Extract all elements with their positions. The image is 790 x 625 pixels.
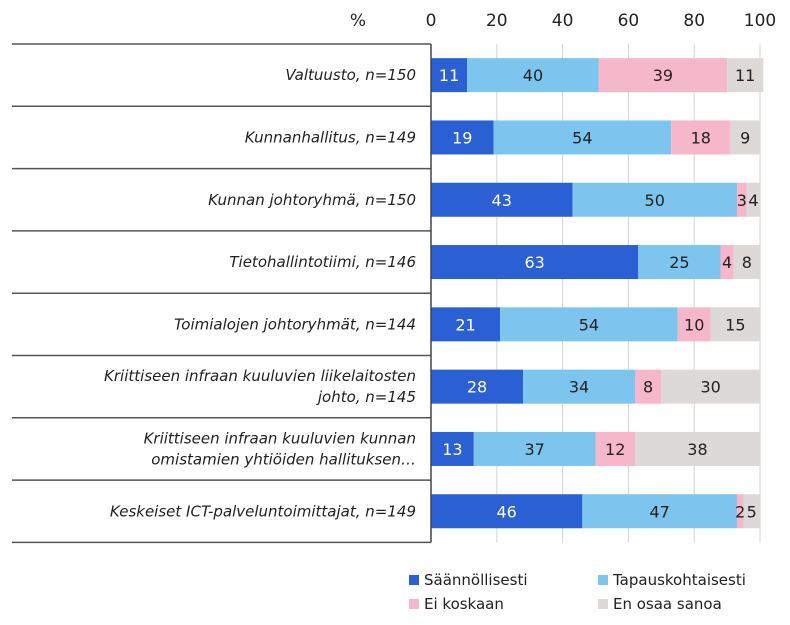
data-label: 11 xyxy=(735,66,755,85)
data-label: 54 xyxy=(572,128,592,147)
bar-segment xyxy=(595,431,635,466)
data-label: 43 xyxy=(492,191,512,210)
data-label: 10 xyxy=(684,315,704,334)
legend-swatch xyxy=(598,575,608,585)
data-label: 25 xyxy=(669,253,689,272)
bar-segment xyxy=(736,494,744,529)
x-tick-label: 60 xyxy=(618,11,640,31)
legend-swatch xyxy=(409,575,419,585)
category-label: Keskeiset ICT-palveluntoimittajat, n=149 xyxy=(110,502,416,520)
legend-label: Säännöllisesti xyxy=(424,571,528,589)
bar-segment xyxy=(727,58,764,93)
data-label: 63 xyxy=(524,253,544,272)
x-tick-label: 80 xyxy=(683,11,705,31)
bar-segment xyxy=(523,369,635,404)
data-label: 12 xyxy=(605,440,625,459)
bar-segment xyxy=(743,494,760,529)
category-label: Kunnan johtoryhmä, n=150 xyxy=(208,191,416,209)
data-label: 8 xyxy=(643,378,653,397)
bar-segment xyxy=(671,120,731,155)
x-tick-label: 20 xyxy=(486,11,508,31)
bar-segment xyxy=(431,369,524,404)
bar-segment xyxy=(710,307,760,342)
category-label: Kriittiseen infraan kuuluvien kunnan xyxy=(144,429,416,447)
x-tick-label: 100 xyxy=(744,11,776,31)
legend-label: Tapauskohtaisesti xyxy=(612,571,746,589)
data-label: 11 xyxy=(439,66,459,85)
data-label: 38 xyxy=(687,440,707,459)
data-label: 4 xyxy=(722,253,732,272)
bar-segment xyxy=(736,182,747,217)
legend: Säännöllisesti Tapauskohtaisesti Ei koskaa… xyxy=(409,571,746,613)
data-label: 37 xyxy=(524,440,544,459)
data-label: 30 xyxy=(700,378,720,397)
category-label: Tietohallintotiimi, n=146 xyxy=(229,253,416,271)
x-unit-label: % xyxy=(350,11,366,31)
bar-segment xyxy=(431,120,494,155)
bar-segment xyxy=(467,58,599,93)
bar-segment xyxy=(733,245,760,280)
bar-segment xyxy=(730,120,760,155)
data-label: 2 xyxy=(735,502,745,521)
data-label: 40 xyxy=(523,66,543,85)
category-label: omistamien yhtiöiden hallituksen… xyxy=(151,450,416,468)
bar-segment xyxy=(572,182,737,217)
x-tick-labels: 0 20 40 60 80 100 xyxy=(426,11,777,31)
category-label: Valtuusto, n=150 xyxy=(285,66,416,84)
data-label: 5 xyxy=(747,502,757,521)
gridlines xyxy=(496,44,761,543)
bar-segment xyxy=(746,182,760,217)
bar-segment xyxy=(493,120,672,155)
bar-segment xyxy=(582,494,737,529)
data-label: 4 xyxy=(748,191,758,210)
category-labels: Valtuusto, n=150 Kunnanhallitus, n=149 Kun… xyxy=(104,66,416,520)
category-label: johto, n=145 xyxy=(316,388,416,406)
bar-segment xyxy=(431,182,573,217)
category-label: Kunnanhallitus, n=149 xyxy=(245,128,416,146)
data-label: 34 xyxy=(569,378,589,397)
data-label: 47 xyxy=(649,502,669,521)
data-label: 3 xyxy=(737,191,747,210)
bar-segment xyxy=(500,307,678,342)
legend-label: En osaa sanoa xyxy=(613,595,722,613)
bar-segment xyxy=(473,431,596,466)
data-label: 21 xyxy=(455,315,475,334)
data-label: 8 xyxy=(742,253,752,272)
bar-segment xyxy=(431,245,639,280)
bar-segment xyxy=(634,431,760,466)
bar-segment xyxy=(598,58,728,93)
legend-label: Ei koskaan xyxy=(424,595,504,613)
data-label: 46 xyxy=(496,502,516,521)
category-label: Toimialojen johtoryhmät, n=144 xyxy=(174,315,416,333)
data-label: 19 xyxy=(452,128,472,147)
data-label: 13 xyxy=(442,440,462,459)
bar-segment xyxy=(661,369,760,404)
legend-swatch xyxy=(409,599,419,609)
bar-segment xyxy=(677,307,711,342)
data-label: 28 xyxy=(467,378,487,397)
x-tick-label: 40 xyxy=(552,11,574,31)
bar-segment xyxy=(720,245,734,280)
legend-swatch xyxy=(598,599,608,609)
bar-segment xyxy=(431,431,474,466)
data-label: 18 xyxy=(691,128,711,147)
x-tick-label: 0 xyxy=(426,11,437,31)
data-label: 54 xyxy=(579,315,599,334)
data-label: 15 xyxy=(725,315,745,334)
category-label: Kriittiseen infraan kuuluvien liikelaito… xyxy=(104,367,416,385)
bars xyxy=(431,58,764,529)
data-label: 9 xyxy=(740,128,750,147)
bar-segment xyxy=(431,58,468,93)
bar-segment xyxy=(431,494,583,529)
bar-segment xyxy=(638,245,721,280)
bar-segment xyxy=(634,369,662,404)
bar-segment xyxy=(431,307,501,342)
data-label: 50 xyxy=(645,191,665,210)
data-label: 39 xyxy=(653,66,673,85)
row-separators xyxy=(12,43,431,544)
